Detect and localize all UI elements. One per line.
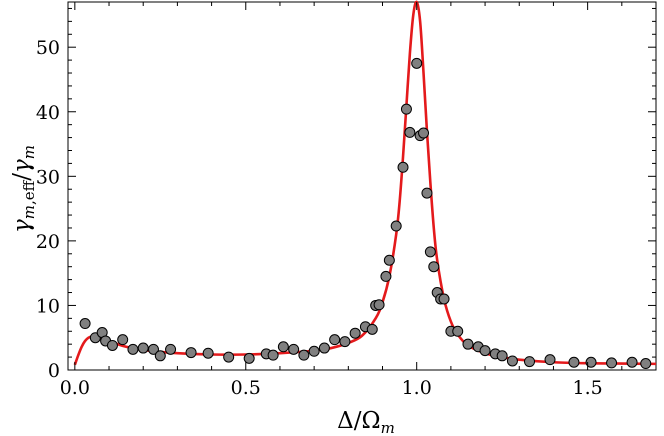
data-point	[640, 358, 652, 370]
y-tick-label: 10	[36, 295, 60, 317]
fit-curve-layer	[73, 0, 657, 366]
data-point	[366, 323, 378, 335]
data-point	[117, 334, 129, 346]
data-point	[298, 349, 310, 361]
data-point	[127, 343, 139, 355]
data-point	[404, 126, 416, 138]
data-point	[349, 327, 361, 339]
fit-curve	[73, 0, 657, 366]
data-point	[418, 127, 430, 139]
x-tick-label: 1.5	[573, 377, 603, 399]
data-point	[496, 350, 508, 362]
data-point	[373, 299, 385, 311]
data-point	[267, 349, 279, 361]
data-point	[165, 343, 177, 355]
data-point	[568, 356, 580, 368]
x-tick-label: 0.5	[231, 377, 261, 399]
data-point	[544, 354, 556, 366]
data-points-layer	[79, 57, 652, 370]
data-point	[243, 352, 255, 364]
data-point	[524, 356, 536, 368]
data-point	[79, 318, 91, 330]
data-point	[397, 161, 409, 173]
y-tick-label: 30	[36, 166, 60, 188]
data-point	[137, 342, 149, 354]
data-point	[462, 338, 474, 350]
data-point	[479, 345, 491, 357]
data-point	[339, 336, 351, 348]
data-point	[626, 356, 638, 368]
data-point	[202, 347, 214, 359]
data-point	[329, 334, 341, 346]
y-tick-label: 40	[36, 102, 60, 124]
data-point	[383, 254, 395, 266]
y-tick-label: 20	[36, 231, 60, 253]
data-point	[185, 347, 197, 359]
x-tick-label: 0.0	[60, 377, 90, 399]
y-tick-label: 0	[48, 360, 60, 382]
plot-border	[67, 1, 657, 371]
data-point	[154, 350, 166, 362]
data-point	[400, 103, 412, 115]
y-tick-label: 50	[36, 37, 60, 59]
x-tick-label: 1.0	[402, 377, 432, 399]
data-point	[147, 343, 159, 355]
data-point	[223, 351, 235, 363]
data-point	[277, 341, 289, 353]
y-axis-label: γm,eff/γm	[9, 145, 38, 233]
data-point	[452, 325, 464, 337]
ticks-layer: 0.0 0.5 1.0 1.5 0 10 20 30 40 50	[36, 2, 657, 399]
plot-frame	[67, 1, 657, 371]
data-point	[585, 356, 597, 368]
data-point	[288, 343, 300, 355]
data-point	[428, 261, 440, 273]
data-point	[318, 342, 330, 354]
x-axis-label: Δ/Ωm	[337, 408, 395, 436]
data-point	[421, 187, 433, 199]
data-point	[506, 355, 518, 367]
data-point	[438, 293, 450, 305]
data-point	[106, 339, 118, 351]
data-point	[390, 220, 402, 232]
data-point	[424, 246, 436, 258]
data-point	[308, 345, 320, 357]
data-point	[606, 357, 618, 369]
data-point	[411, 57, 423, 69]
data-point	[380, 270, 392, 282]
